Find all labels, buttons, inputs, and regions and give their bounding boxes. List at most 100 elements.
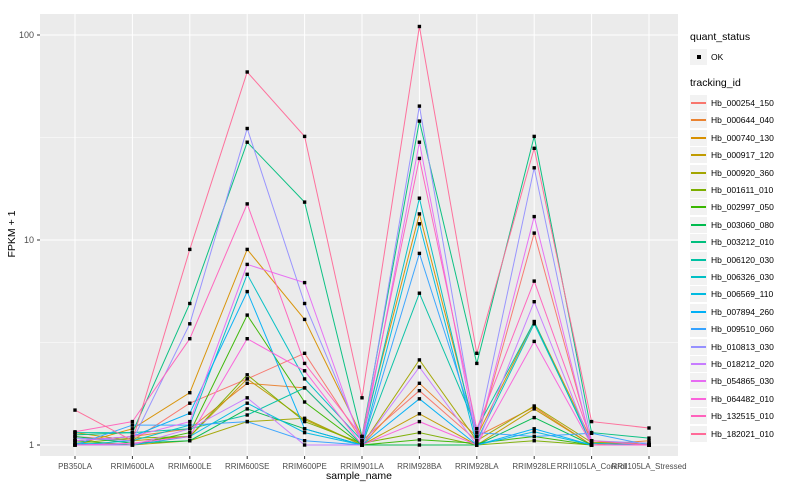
data-point xyxy=(647,426,651,430)
data-point xyxy=(417,140,422,144)
data-point xyxy=(417,419,422,424)
data-point xyxy=(130,434,135,439)
legend-label: Hb_001611_010 xyxy=(711,185,774,196)
y-tick-label: 100 xyxy=(19,30,34,40)
data-point xyxy=(647,436,651,440)
line-key-icon xyxy=(690,408,707,425)
legend-label: Hb_006120_030 xyxy=(711,254,774,265)
data-point xyxy=(532,279,536,283)
x-axis-title: sample_name xyxy=(326,470,392,482)
data-point xyxy=(188,322,192,326)
data-point xyxy=(73,439,77,443)
data-point xyxy=(475,427,479,431)
data-point xyxy=(360,396,364,400)
data-point xyxy=(245,396,249,400)
line-key-icon xyxy=(690,164,707,181)
legend-label: Hb_003060_080 xyxy=(711,219,774,230)
data-point xyxy=(360,439,364,443)
x-tick-label: RRIM600SE xyxy=(225,462,269,471)
data-point xyxy=(73,433,77,437)
data-point xyxy=(302,427,307,431)
line-key-icon xyxy=(690,129,707,146)
data-point xyxy=(302,416,307,420)
data-point xyxy=(245,126,249,131)
data-point xyxy=(245,262,249,267)
data-point xyxy=(245,419,249,424)
line-key-icon xyxy=(690,199,707,216)
data-point xyxy=(589,439,594,443)
data-point xyxy=(245,377,249,381)
legend-label: Hb_000920_360 xyxy=(711,167,774,178)
line-key-icon xyxy=(690,286,707,303)
data-point xyxy=(245,202,249,206)
data-point xyxy=(532,427,536,431)
data-point xyxy=(417,389,422,393)
data-point xyxy=(302,351,307,355)
data-point xyxy=(532,214,536,219)
data-point xyxy=(417,222,422,226)
data-point xyxy=(245,140,249,144)
data-point xyxy=(188,434,192,439)
data-point xyxy=(417,365,422,369)
data-point xyxy=(245,337,249,341)
legend-label: Hb_000644_040 xyxy=(711,115,774,126)
legend-entry-Hb_132515_010: Hb_132515_010 xyxy=(690,407,798,425)
data-point xyxy=(130,427,135,431)
legend-entry-Hb_018212_020: Hb_018212_020 xyxy=(690,355,798,372)
x-tick-label: RRIM901LA xyxy=(340,462,384,471)
data-point xyxy=(245,381,249,385)
data-point xyxy=(532,300,536,304)
legend-entry-Hb_006569_110: Hb_006569_110 xyxy=(690,286,798,303)
data-point xyxy=(302,386,307,390)
x-tick-label: RRII105LA_Stressed xyxy=(611,462,686,471)
data-point xyxy=(245,272,249,276)
data-point xyxy=(245,413,249,417)
data-point xyxy=(188,411,192,415)
legend-label: Hb_003212_010 xyxy=(711,237,774,248)
data-point xyxy=(475,361,479,366)
data-point xyxy=(302,419,307,424)
data-point xyxy=(417,119,422,123)
legend-label: Hb_000917_120 xyxy=(711,150,774,161)
legend-entry-Hb_000920_360: Hb_000920_360 xyxy=(690,164,798,181)
data-point xyxy=(647,441,651,445)
data-point xyxy=(532,146,536,150)
data-point xyxy=(130,423,135,427)
data-point xyxy=(475,430,479,435)
y-axis-title: FPKM + 1 xyxy=(6,210,18,258)
x-tick-label: RRIM600LE xyxy=(168,462,212,471)
data-point xyxy=(73,436,77,440)
legend-entry-Hb_064482_010: Hb_064482_010 xyxy=(690,390,798,407)
data-point xyxy=(475,351,479,355)
data-point xyxy=(532,322,536,326)
data-point xyxy=(589,419,594,424)
y-tick-label: 1 xyxy=(29,440,34,450)
data-point xyxy=(130,439,135,443)
data-point xyxy=(417,104,422,108)
data-point xyxy=(188,247,192,252)
data-point xyxy=(532,319,536,324)
ok-point-key-icon xyxy=(690,48,707,65)
data-point xyxy=(417,430,422,435)
line-key-icon xyxy=(690,234,707,251)
data-point xyxy=(302,369,307,373)
legend-label: Hb_009510_060 xyxy=(711,324,774,335)
line-key-icon xyxy=(690,251,707,268)
data-point xyxy=(417,412,422,416)
legend-title-tracking-id: tracking_id xyxy=(690,77,741,90)
data-point xyxy=(417,212,422,216)
data-point xyxy=(302,317,307,322)
legend-entry-Hb_001611_010: Hb_001611_010 xyxy=(690,181,798,199)
legend-entry-ok: OK xyxy=(690,48,798,65)
data-point xyxy=(532,404,536,408)
data-point xyxy=(475,439,479,443)
data-point xyxy=(188,423,192,427)
x-tick-label: RRIM928BA xyxy=(397,462,442,471)
legend-entry-Hb_182021_010: Hb_182021_010 xyxy=(690,425,798,442)
line-key-icon xyxy=(690,373,707,390)
data-point xyxy=(647,439,651,443)
legend-label: Hb_132515_010 xyxy=(711,411,774,422)
data-point xyxy=(188,391,192,395)
data-point xyxy=(302,400,307,404)
line-key-icon xyxy=(690,95,707,112)
